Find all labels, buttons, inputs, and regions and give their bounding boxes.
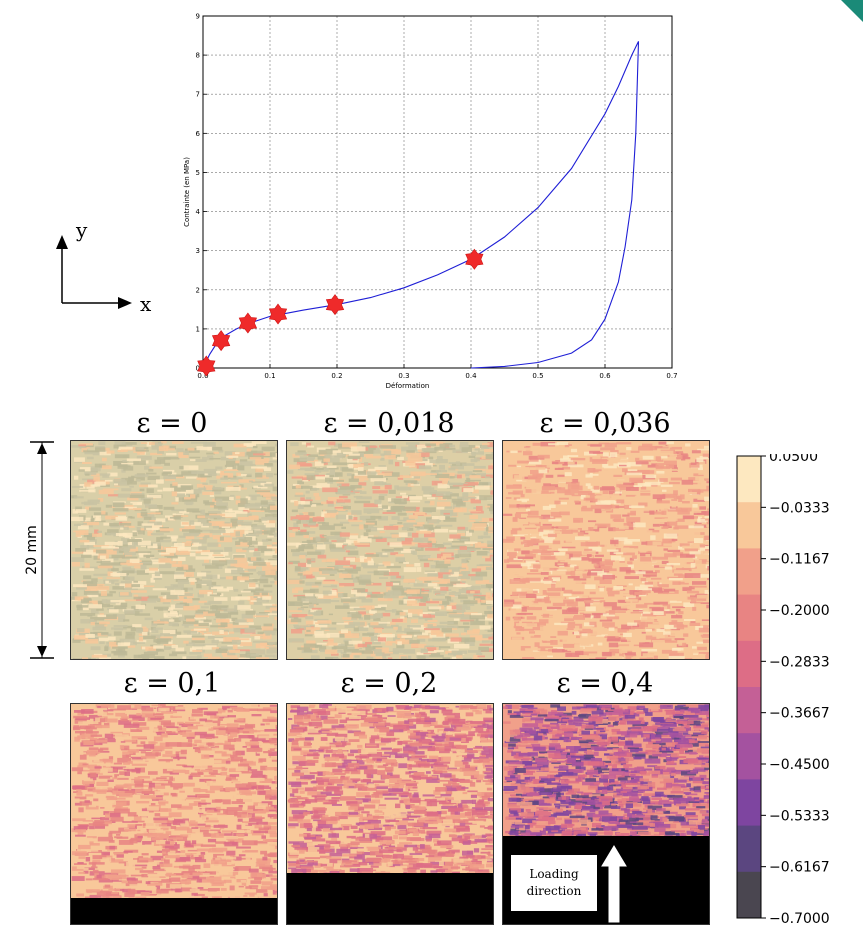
strain-field-panel: Loading direction <box>502 703 710 925</box>
colorbar-segment <box>737 502 761 549</box>
colorbar-tick-label: −0.6167 <box>769 860 830 876</box>
colorbar-tick-label: −0.7000 <box>769 911 830 924</box>
y-tick-label: 6 <box>196 130 201 138</box>
unloaded-region <box>287 873 493 924</box>
x-axis-label: Déformation <box>386 382 430 390</box>
panel-label: ε = 0,2 <box>340 668 438 699</box>
loading-direction-arrow <box>601 845 627 923</box>
x-tick-label: 0.7 <box>666 372 677 380</box>
y-axis-arrowhead <box>56 235 68 249</box>
x-axis-sketch-label: x <box>140 292 152 315</box>
y-tick-label: 7 <box>196 91 200 99</box>
strain-field-panel <box>70 440 278 660</box>
strain-marker-star <box>197 355 216 377</box>
colorbar-segment <box>737 548 761 596</box>
panel-label: ε = 0,018 <box>323 408 455 439</box>
loading-direction-box: Loading direction <box>510 854 598 912</box>
strain-field-panel <box>286 703 494 925</box>
x-tick-label: 0.3 <box>398 372 409 380</box>
colorbar-tick-label: −0.2000 <box>769 603 830 619</box>
y-tick-label: 3 <box>196 247 200 255</box>
strain-field-texture <box>71 704 277 898</box>
colorbar-segment <box>737 871 761 919</box>
scale-bar-arrowhead-top <box>37 443 47 454</box>
scale-bar-arrowhead-bottom <box>37 646 47 657</box>
y-axis-label: Contrainte (en MPa) <box>183 157 191 227</box>
scale-bar-label: 20 mm <box>24 525 40 575</box>
stress-strain-chart: 0.0 0.1 0.2 0.3 0.4 0.5 0.6 0.7 0 1 2 3 4 5 6 7 8 9 Déform… <box>183 13 678 391</box>
panel-label: ε = 0,1 <box>123 668 221 699</box>
y-tick-label: 2 <box>196 286 200 294</box>
x-tick-label: 0.1 <box>264 372 275 380</box>
strain-field-texture <box>287 704 493 873</box>
scale-bar: 20 mm <box>24 441 54 659</box>
strain-field-panel <box>286 440 494 660</box>
colorbar-tick-label: −0.1167 <box>769 552 830 568</box>
colorbar-segment <box>737 456 761 503</box>
colorbar-tick-label: −0.3667 <box>769 706 830 722</box>
colorbar-segment <box>737 687 761 734</box>
colorbar-tick-label: −0.0333 <box>769 500 830 516</box>
y-axis-sketch-label: y <box>75 218 88 242</box>
y-tick-label: 4 <box>196 208 201 216</box>
colorbar-segment <box>737 779 761 827</box>
colorbar-segment <box>737 733 761 780</box>
loading-label-line2: direction <box>526 884 582 898</box>
plot-frame <box>202 15 673 369</box>
panel-label: ε = 0 <box>136 408 208 439</box>
strain-field-panel <box>70 703 278 925</box>
x-tick-label: 0.6 <box>599 372 611 380</box>
panel-label: ε = 0,4 <box>556 668 654 699</box>
colorbar-segment <box>737 640 761 688</box>
colorbar-tick-label: −0.4500 <box>769 757 830 773</box>
strain-field-texture <box>503 704 709 836</box>
strain-field-panel <box>502 440 710 660</box>
strain-marker-star <box>465 248 484 270</box>
y-tick-label: 1 <box>196 325 200 333</box>
y-tick-label: 9 <box>196 13 200 21</box>
unloaded-region <box>71 898 277 924</box>
y-tick-label: 5 <box>196 169 200 177</box>
colorbar-tick-label: −0.5333 <box>769 808 830 824</box>
stress-strain-series-line <box>202 41 640 369</box>
colorbar-frame <box>736 455 762 919</box>
strain-marker-star <box>325 294 345 316</box>
strain-marker-star <box>238 312 258 334</box>
panel-label: ε = 0,036 <box>539 408 671 439</box>
colorbar-segment <box>737 825 761 873</box>
y-tick-label: 0 <box>196 365 200 373</box>
colorbar-segment <box>737 594 761 642</box>
loading-label-line1: Loading <box>529 866 579 881</box>
strain-marker-star <box>268 303 288 325</box>
x-axis-arrowhead <box>118 297 132 309</box>
y-tick-label: 8 <box>196 52 200 60</box>
colorbar-tick-label: 0.0500 <box>769 454 818 465</box>
x-tick-label: 0.5 <box>532 372 543 380</box>
x-tick-label: 0.2 <box>331 372 342 380</box>
colorbar: 0.0500 −0.0333 −0.1167 −0.2000 −0.2833 −0.366… <box>736 454 830 924</box>
x-tick-label: 0.0 <box>197 372 208 380</box>
colorbar-tick-label: −0.2833 <box>769 654 830 670</box>
axes-orientation-sketch: y x <box>56 218 152 315</box>
strain-marker-star <box>211 330 231 352</box>
strain-field-texture <box>71 441 277 659</box>
strain-field-texture <box>287 441 493 659</box>
x-tick-label: 0.4 <box>465 372 477 380</box>
strain-field-texture <box>503 441 709 659</box>
corner-accent <box>841 0 863 22</box>
